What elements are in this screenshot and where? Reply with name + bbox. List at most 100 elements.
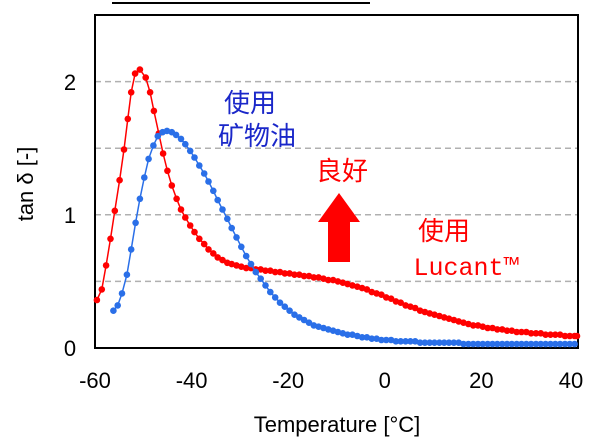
data-point: [387, 295, 395, 303]
data-point: [146, 89, 154, 96]
data-point: [196, 162, 203, 169]
data-point: [508, 340, 516, 348]
data-point: [566, 332, 574, 340]
data-point: [281, 270, 289, 277]
data-point: [107, 235, 114, 243]
data-point: [271, 268, 279, 276]
data-point: [145, 155, 152, 163]
data-point: [252, 268, 260, 276]
data-point: [469, 322, 477, 329]
data-point: [484, 324, 492, 332]
data-point: [186, 147, 194, 155]
data-point: [182, 140, 189, 148]
data-point: [431, 339, 438, 347]
data-point: [127, 89, 135, 96]
data-point: [224, 215, 231, 223]
data-point: [547, 331, 554, 339]
y-tick-label: 0: [64, 336, 76, 361]
data-point: [98, 286, 106, 293]
data-point: [177, 206, 185, 213]
data-point: [494, 326, 501, 333]
data-point: [411, 304, 419, 312]
data-point: [474, 340, 482, 348]
data-point: [191, 154, 198, 161]
data-point: [118, 290, 126, 297]
data-point: [154, 132, 162, 140]
y-tick-label: 1: [64, 203, 76, 228]
data-point: [503, 340, 511, 348]
data-point: [305, 319, 313, 327]
data-point: [177, 135, 185, 143]
y-tick-labels: 0 1 2: [64, 70, 76, 361]
data-point: [110, 307, 117, 315]
up-arrow-icon: [318, 193, 360, 262]
data-point: [124, 115, 132, 123]
data-point: [450, 339, 458, 347]
data-point: [503, 327, 511, 335]
data-point: [382, 336, 390, 344]
data-point: [186, 222, 194, 229]
data-point: [416, 339, 424, 347]
data-point: [242, 252, 250, 260]
data-point: [205, 246, 212, 253]
data-point: [150, 142, 157, 149]
data-point: [537, 340, 545, 348]
data-point: [191, 228, 198, 236]
data-point: [573, 332, 581, 340]
data-point: [210, 187, 217, 195]
data-point: [116, 176, 123, 184]
data-point: [300, 316, 308, 324]
x-tick-label: -40: [176, 368, 208, 393]
data-point: [111, 207, 119, 215]
annotation-mineral-oil-line2: 矿物油: [218, 122, 296, 152]
data-point: [168, 182, 176, 189]
data-point: [132, 219, 139, 227]
x-tick-label: 40: [559, 368, 583, 393]
data-point: [238, 243, 245, 251]
x-tick-labels: -60 -40 -20 0 20 40: [79, 368, 583, 393]
data-point: [291, 271, 298, 279]
data-point: [426, 339, 434, 347]
data-point: [257, 275, 265, 283]
data-point: [120, 146, 128, 153]
annotation-lucant-line2: Lucant™: [413, 254, 518, 283]
data-point: [571, 340, 578, 348]
data-point: [392, 338, 400, 345]
data-point: [547, 340, 554, 348]
data-point: [436, 339, 443, 347]
data-point: [397, 299, 405, 307]
data-point: [267, 288, 274, 296]
y-axis-title: tan δ [-]: [13, 147, 38, 222]
data-point: [242, 264, 250, 272]
data-point: [527, 330, 535, 337]
data-point: [532, 330, 540, 337]
data-point: [552, 340, 559, 348]
data-point: [325, 276, 332, 284]
data-point: [142, 74, 149, 81]
y-tick-label: 2: [64, 70, 76, 95]
data-point: [247, 260, 255, 268]
data-point: [344, 331, 351, 339]
data-point: [523, 340, 530, 348]
data-point: [494, 340, 501, 348]
data-point: [281, 303, 289, 311]
data-point: [102, 262, 110, 269]
data-point: [131, 70, 139, 77]
data-point: [542, 331, 549, 339]
annotation-lucant-line1: 使用: [418, 217, 470, 247]
data-point: [498, 340, 506, 348]
x-tick-label: 20: [469, 368, 493, 393]
series-0: [93, 66, 581, 340]
data-point: [262, 282, 269, 289]
data-point: [552, 331, 559, 339]
data-point: [358, 334, 366, 341]
data-point: [556, 340, 564, 348]
data-point: [397, 338, 405, 345]
data-point: [271, 294, 279, 301]
data-point: [479, 340, 487, 348]
data-point: [200, 170, 208, 177]
data-point: [465, 340, 472, 348]
data-point: [460, 340, 467, 348]
annotation-improvement: 良好: [316, 157, 368, 187]
